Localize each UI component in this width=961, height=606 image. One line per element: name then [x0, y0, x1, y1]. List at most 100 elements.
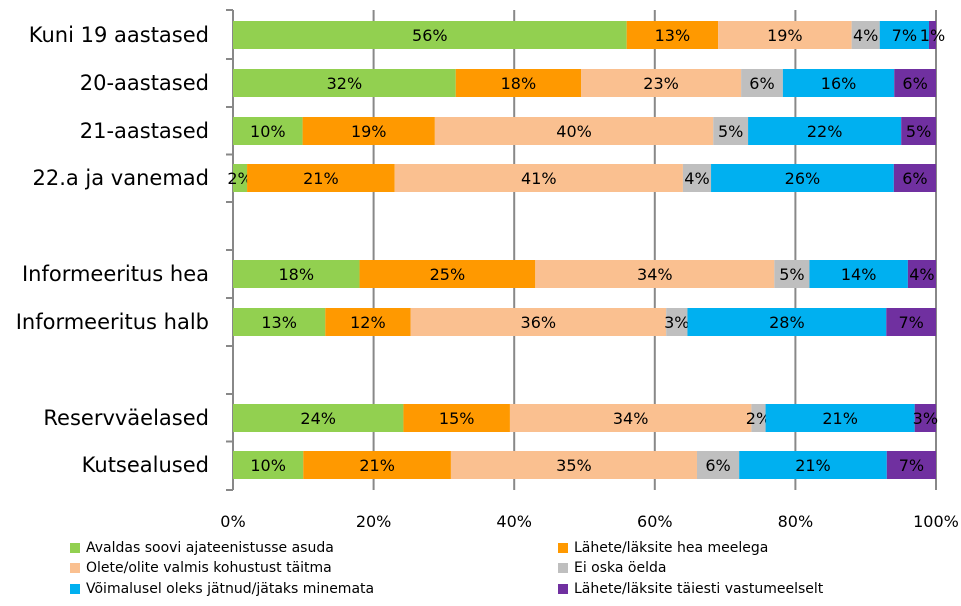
- bar-kuni-19-aastased-avaldas-soovi-ajateenistusse-asuda: [233, 21, 627, 49]
- bar-kuni-19-aastased-olete-olite-valmis-kohustust-taitma: [718, 21, 852, 49]
- legend-swatch-ei-oska-oelda: [558, 563, 568, 573]
- data-label-22-a-ja-vanemad-olete-olite-valmis-kohustust-taitma: 41%: [521, 169, 557, 188]
- legend-item-voimalusel-oleks-jatnud-jataks-minemata: Võimalusel oleks jätnud/jätaks minemata: [70, 580, 374, 598]
- data-label-kutsealused-avaldas-soovi-ajateenistusse-asuda: 10%: [250, 456, 286, 475]
- x-tick-label-80: 80%: [778, 512, 814, 531]
- data-label-kuni-19-aastased-voimalusel-oleks-jatnud-jataks-minemata: 7%: [892, 26, 917, 45]
- data-label-reservvaelased-olete-olite-valmis-kohustust-taitma: 34%: [613, 409, 649, 428]
- data-label-informeeritus-halb-lahete-laksite-taiesti-vastumeelselt: 7%: [898, 313, 923, 332]
- legend-label-lahete-laksite-taiesti-vastumeelselt: Lähete/läksite täiesti vastumeelselt: [574, 581, 824, 597]
- bar-reservvaelased-ei-oska-oelda: [751, 404, 766, 432]
- data-label-kutsealused-lahete-laksite-taiesti-vastumeelselt: 7%: [899, 456, 924, 475]
- bar-kuni-19-aastased-lahete-laksite-taiesti-vastumeelselt: [928, 21, 936, 49]
- bar-reservvaelased-avaldas-soovi-ajateenistusse-asuda: [233, 404, 404, 432]
- data-label-informeeritus-halb-avaldas-soovi-ajateenistusse-asuda: 13%: [261, 313, 297, 332]
- bar-22-a-ja-vanemad-olete-olite-valmis-kohustust-taitma: [394, 164, 683, 192]
- legend-item-ei-oska-oelda: Ei oska öelda: [558, 559, 666, 577]
- data-label-22-a-ja-vanemad-avaldas-soovi-ajateenistusse-asuda: 2%: [227, 169, 252, 188]
- category-label-reservvaelased: Reservväelased: [43, 406, 209, 430]
- data-label-22-a-ja-vanemad-ei-oska-oelda: 4%: [684, 169, 709, 188]
- data-label-22-a-ja-vanemad-voimalusel-oleks-jatnud-jataks-minemata: 26%: [785, 169, 821, 188]
- bar-kutsealused-lahete-laksite-hea-meelega: [303, 451, 451, 479]
- bar-kutsealused-olete-olite-valmis-kohustust-taitma: [450, 451, 697, 479]
- bar-20-aastased-ei-oska-oelda: [741, 69, 783, 97]
- legend-swatch-voimalusel-oleks-jatnud-jataks-minemata: [70, 584, 80, 594]
- category-label-22-a-ja-vanemad: 22.a ja vanemad: [32, 166, 209, 190]
- bar-22-a-ja-vanemad-lahete-laksite-hea-meelega: [247, 164, 395, 192]
- bar-22-a-ja-vanemad-lahete-laksite-taiesti-vastumeelselt: [893, 164, 936, 192]
- data-label-informeeritus-halb-lahete-laksite-hea-meelega: 12%: [350, 313, 386, 332]
- bar-informeeritus-hea-olete-olite-valmis-kohustust-taitma: [535, 260, 775, 288]
- data-label-kuni-19-aastased-lahete-laksite-taiesti-vastumeelselt: 1%: [920, 26, 945, 45]
- bar-kutsealused-ei-oska-oelda: [696, 451, 740, 479]
- data-label-21-aastased-lahete-laksite-taiesti-vastumeelselt: 5%: [906, 122, 931, 141]
- bar-informeeritus-halb-ei-oska-oelda: [666, 308, 688, 336]
- x-tick-label-0: 0%: [220, 512, 245, 531]
- data-label-reservvaelased-lahete-laksite-taiesti-vastumeelselt: 3%: [913, 409, 938, 428]
- legend-label-ei-oska-oelda: Ei oska öelda: [574, 560, 667, 576]
- data-label-kuni-19-aastased-lahete-laksite-hea-meelega: 13%: [655, 26, 691, 45]
- bar-21-aastased-lahete-laksite-hea-meelega: [302, 117, 435, 145]
- data-label-informeeritus-hea-ei-oska-oelda: 5%: [779, 265, 804, 284]
- bar-informeeritus-halb-avaldas-soovi-ajateenistusse-asuda: [233, 308, 326, 336]
- data-label-kutsealused-voimalusel-oleks-jatnud-jataks-minemata: 21%: [795, 456, 831, 475]
- data-label-informeeritus-hea-lahete-laksite-taiesti-vastumeelselt: 4%: [909, 265, 934, 284]
- bar-20-aastased-avaldas-soovi-ajateenistusse-asuda: [233, 69, 456, 97]
- bar-20-aastased-voimalusel-oleks-jatnud-jataks-minemata: [782, 69, 895, 97]
- data-label-21-aastased-voimalusel-oleks-jatnud-jataks-minemata: 22%: [807, 122, 843, 141]
- bar-22-a-ja-vanemad-avaldas-soovi-ajateenistusse-asuda: [233, 164, 248, 192]
- bar-informeeritus-hea-ei-oska-oelda: [774, 260, 810, 288]
- data-label-21-aastased-olete-olite-valmis-kohustust-taitma: 40%: [556, 122, 592, 141]
- bar-kutsealused-voimalusel-oleks-jatnud-jataks-minemata: [739, 451, 887, 479]
- data-label-informeeritus-halb-olete-olite-valmis-kohustust-taitma: 36%: [521, 313, 557, 332]
- bar-informeeritus-halb-lahete-laksite-hea-meelega: [325, 308, 411, 336]
- bar-21-aastased-olete-olite-valmis-kohustust-taitma: [434, 117, 714, 145]
- legend-label-lahete-laksite-hea-meelega: Lähete/läksite hea meelega: [574, 540, 769, 556]
- legend-label-avaldas-soovi-ajateenistusse-asuda: Avaldas soovi ajateenistusse asuda: [86, 540, 334, 556]
- data-label-kutsealused-ei-oska-oelda: 6%: [705, 456, 730, 475]
- bar-reservvaelased-voimalusel-oleks-jatnud-jataks-minemata: [765, 404, 915, 432]
- data-label-informeeritus-hea-voimalusel-oleks-jatnud-jataks-minemata: 14%: [841, 265, 877, 284]
- bar-reservvaelased-olete-olite-valmis-kohustust-taitma: [509, 404, 752, 432]
- category-label-kutsealused: Kutsealused: [82, 453, 209, 477]
- legend-swatch-lahete-laksite-taiesti-vastumeelselt: [558, 584, 568, 594]
- bar-21-aastased-ei-oska-oelda: [713, 117, 749, 145]
- legend-item-lahete-laksite-taiesti-vastumeelselt: Lähete/läksite täiesti vastumeelselt: [558, 580, 823, 598]
- data-label-kuni-19-aastased-olete-olite-valmis-kohustust-taitma: 19%: [767, 26, 803, 45]
- bar-21-aastased-avaldas-soovi-ajateenistusse-asuda: [233, 117, 303, 145]
- data-label-kutsealused-lahete-laksite-hea-meelega: 21%: [359, 456, 395, 475]
- x-tick-label-60: 60%: [637, 512, 673, 531]
- bar-kutsealused-avaldas-soovi-ajateenistusse-asuda: [233, 451, 304, 479]
- category-label-kuni-19-aastased: Kuni 19 aastased: [29, 23, 209, 47]
- bar-21-aastased-voimalusel-oleks-jatnud-jataks-minemata: [748, 117, 902, 145]
- bar-informeeritus-halb-olete-olite-valmis-kohustust-taitma: [410, 308, 667, 336]
- bar-kuni-19-aastased-lahete-laksite-hea-meelega: [626, 21, 719, 49]
- data-label-kuni-19-aastased-avaldas-soovi-ajateenistusse-asuda: 56%: [412, 26, 448, 45]
- legend-swatch-avaldas-soovi-ajateenistusse-asuda: [70, 543, 80, 553]
- data-label-20-aastased-olete-olite-valmis-kohustust-taitma: 23%: [643, 74, 679, 93]
- category-label-21-aastased: 21-aastased: [80, 119, 209, 143]
- legend-label-olete-olite-valmis-kohustust-taitma: Olete/olite valmis kohustust täitma: [86, 560, 332, 576]
- category-label-informeeritus-hea: Informeeritus hea: [22, 262, 209, 286]
- bar-kutsealused-lahete-laksite-taiesti-vastumeelselt: [886, 451, 936, 479]
- bar-informeeritus-hea-lahete-laksite-taiesti-vastumeelselt: [907, 260, 936, 288]
- data-label-20-aastased-lahete-laksite-hea-meelega: 18%: [501, 74, 537, 93]
- bar-20-aastased-lahete-laksite-hea-meelega: [455, 69, 582, 97]
- x-tick-label-40: 40%: [496, 512, 532, 531]
- data-label-20-aastased-ei-oska-oelda: 6%: [749, 74, 774, 93]
- data-label-22-a-ja-vanemad-lahete-laksite-taiesti-vastumeelselt: 6%: [902, 169, 927, 188]
- data-label-kutsealused-olete-olite-valmis-kohustust-taitma: 35%: [556, 456, 592, 475]
- bar-informeeritus-hea-voimalusel-oleks-jatnud-jataks-minemata: [809, 260, 908, 288]
- legend-item-olete-olite-valmis-kohustust-taitma: Olete/olite valmis kohustust täitma: [70, 559, 332, 577]
- bar-informeeritus-hea-avaldas-soovi-ajateenistusse-asuda: [233, 260, 360, 288]
- data-label-informeeritus-halb-voimalusel-oleks-jatnud-jataks-minemata: 28%: [769, 313, 805, 332]
- data-label-reservvaelased-ei-oska-oelda: 2%: [746, 409, 771, 428]
- x-tick-label-20: 20%: [356, 512, 392, 531]
- data-label-informeeritus-hea-lahete-laksite-hea-meelega: 25%: [430, 265, 466, 284]
- legend-item-lahete-laksite-hea-meelega: Lähete/läksite hea meelega: [558, 539, 768, 557]
- bar-21-aastased-lahete-laksite-taiesti-vastumeelselt: [901, 117, 936, 145]
- data-label-informeeritus-hea-avaldas-soovi-ajateenistusse-asuda: 18%: [278, 265, 314, 284]
